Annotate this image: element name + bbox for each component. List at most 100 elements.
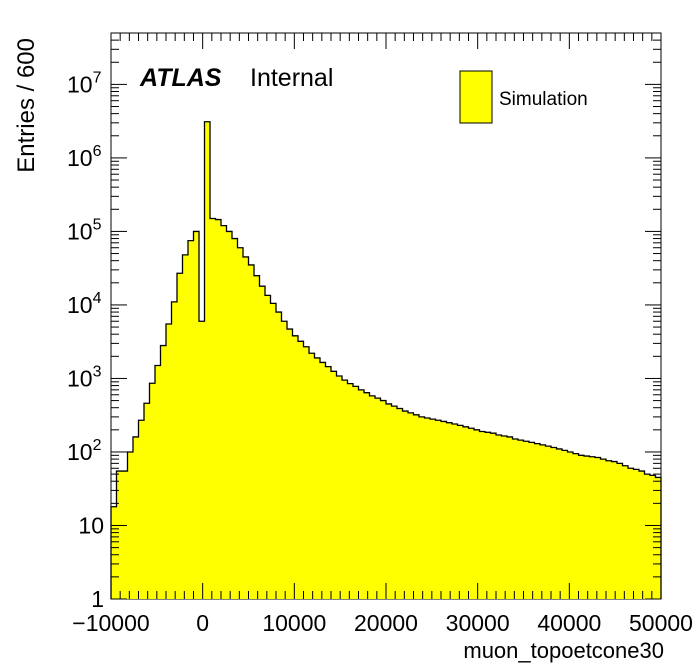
histogram-bin [127, 451, 133, 599]
histogram-bin [512, 439, 518, 599]
histogram-bin [138, 420, 144, 599]
y-axis-label: Entries / 600 [13, 38, 40, 173]
y-tick-label: 106 [67, 143, 102, 171]
histogram-bin [358, 389, 364, 599]
x-tick-label: 30000 [446, 610, 510, 636]
histogram-bin [600, 459, 606, 599]
histogram-bin [397, 408, 403, 599]
histogram-bin [611, 461, 617, 599]
histogram-bin [606, 460, 612, 599]
histogram-bin [622, 465, 628, 599]
y-tick-labels: 1 10 102 103 104 105 106 107 [67, 69, 104, 612]
histogram-bin [446, 422, 452, 599]
histogram-bin [529, 442, 535, 599]
histogram-bin [353, 386, 359, 599]
histogram-bin [479, 431, 485, 599]
histogram-bin [314, 357, 320, 599]
histogram-bin [413, 414, 419, 599]
histogram-bin [441, 421, 447, 599]
histogram-bin [518, 440, 524, 599]
histogram-bin [540, 444, 546, 599]
histogram-bin [342, 380, 348, 599]
histogram-bin [452, 424, 458, 599]
histogram-bin [386, 403, 392, 599]
histogram-bin [474, 429, 480, 599]
histogram-bin [270, 303, 276, 599]
histogram-bin [435, 420, 441, 599]
histogram-bin [193, 231, 199, 599]
histogram-bin [265, 295, 271, 599]
histogram-bin [325, 366, 331, 599]
legend-swatch [459, 70, 493, 124]
x-tick-label: 40000 [537, 610, 601, 636]
histogram-bin [276, 312, 282, 599]
histogram-bin [320, 362, 326, 599]
histogram-bin [254, 275, 260, 599]
x-tick-labels: −10000 0 10000 20000 30000 40000 50000 [72, 610, 693, 636]
histogram-bin [589, 456, 595, 599]
y-tick-label: 104 [67, 290, 102, 318]
histogram-bin [177, 273, 183, 599]
histogram-bin [380, 400, 386, 599]
histogram-bin [485, 432, 491, 599]
histogram-bin [573, 453, 579, 599]
histogram-bin [639, 471, 645, 599]
histogram-bin [523, 441, 529, 599]
histogram-bin [419, 416, 425, 599]
histogram-bin [595, 457, 601, 599]
histogram-bin [534, 443, 540, 599]
histogram-bin [424, 417, 430, 599]
histogram-bin [490, 433, 496, 599]
histogram-bin [347, 383, 353, 599]
histogram-bin [545, 446, 551, 599]
y-tick-label: 10 [78, 512, 104, 538]
histogram-bin [248, 264, 254, 599]
histogram-bin [221, 225, 227, 600]
histogram-bin [166, 324, 172, 599]
histogram-bin [375, 398, 381, 599]
x-tick-label: 20000 [354, 610, 418, 636]
histogram-bin [584, 456, 590, 599]
y-tick-label: 1 [91, 586, 104, 612]
histogram-bin [298, 341, 304, 599]
histogram-bin [578, 455, 584, 599]
histogram-bin [171, 301, 177, 599]
histogram-bin [633, 469, 639, 599]
histogram-bin [457, 425, 463, 599]
histogram-bin [331, 371, 337, 599]
histogram-bin [402, 411, 408, 599]
histogram-bin [122, 471, 128, 599]
histogram-bin [556, 448, 562, 599]
histogram-bin [259, 286, 265, 599]
histogram-bin [237, 247, 243, 599]
histogram-bin [182, 254, 188, 599]
histogram-bin [210, 218, 216, 599]
histogram-bin [364, 392, 370, 599]
histogram-bin [111, 506, 117, 599]
histogram-bin [468, 428, 474, 599]
histogram-bin [628, 468, 634, 599]
histogram-bin [408, 412, 414, 599]
histogram-bin [501, 435, 507, 599]
histogram-bin [391, 406, 397, 599]
atlas-label: ATLAS [139, 64, 222, 92]
histogram-bin [309, 353, 315, 599]
histogram-bin [650, 475, 656, 599]
histogram-bin [507, 436, 513, 599]
histogram-bin [133, 436, 139, 599]
histogram-bin [199, 321, 205, 599]
y-tick-label: 102 [67, 437, 102, 465]
axis-ticks [110, 32, 662, 600]
histogram-bin [281, 321, 287, 599]
histogram-bin [292, 335, 298, 599]
y-tick-label: 105 [67, 216, 102, 244]
histogram-bin [644, 474, 650, 599]
histogram-outline [110, 121, 662, 599]
x-tick-label: −10000 [72, 610, 149, 636]
histogram-bin [287, 329, 293, 599]
histogram-bin [567, 451, 573, 599]
histogram-bars [110, 121, 662, 600]
x-axis-label: muon_topoetcone30 [463, 638, 664, 663]
x-tick-label: 10000 [262, 610, 326, 636]
histogram-bin [204, 121, 210, 599]
